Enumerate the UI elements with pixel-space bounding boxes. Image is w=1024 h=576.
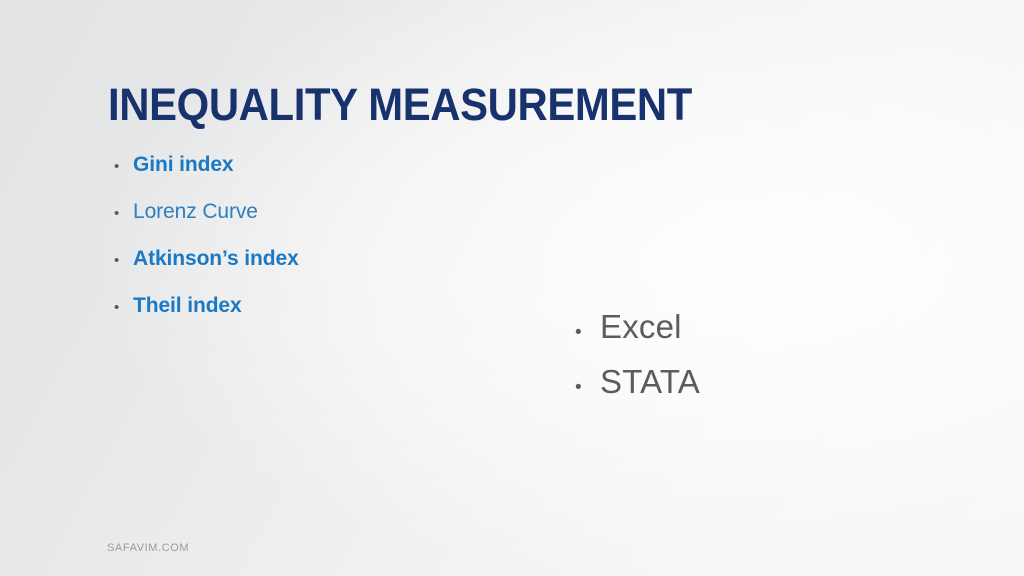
list-item[interactable]: • Gini index (108, 152, 528, 199)
list-item-label: STATA (600, 363, 700, 400)
list-item[interactable]: • Atkinson’s index (108, 246, 528, 293)
list-item[interactable]: • Excel (575, 308, 915, 363)
bullet-icon: • (114, 252, 120, 269)
footer-watermark: SAFAVIM.COM (107, 542, 190, 554)
bullet-icon: • (114, 205, 120, 222)
page-title: INEQUALITY MEASUREMENT (108, 79, 692, 130)
list-item[interactable]: • Lorenz Curve (108, 199, 528, 246)
bullet-icon: • (575, 377, 582, 398)
bullet-icon: • (114, 299, 120, 316)
bullet-icon: • (114, 158, 120, 175)
bullet-icon: • (575, 322, 582, 343)
list-item-label: Excel (600, 308, 682, 345)
list-item-label: Theil index (133, 294, 242, 317)
inequality-measures-list: • Gini index • Lorenz Curve • Atkinson’s… (108, 152, 528, 340)
software-tools-list: • Excel • STATA (575, 308, 915, 418)
list-item[interactable]: • STATA (575, 363, 915, 418)
list-item-label: Gini index (133, 153, 234, 176)
list-item[interactable]: • Theil index (108, 293, 528, 340)
list-item-label: Atkinson’s index (133, 247, 299, 270)
list-item-label: Lorenz Curve (133, 200, 258, 223)
